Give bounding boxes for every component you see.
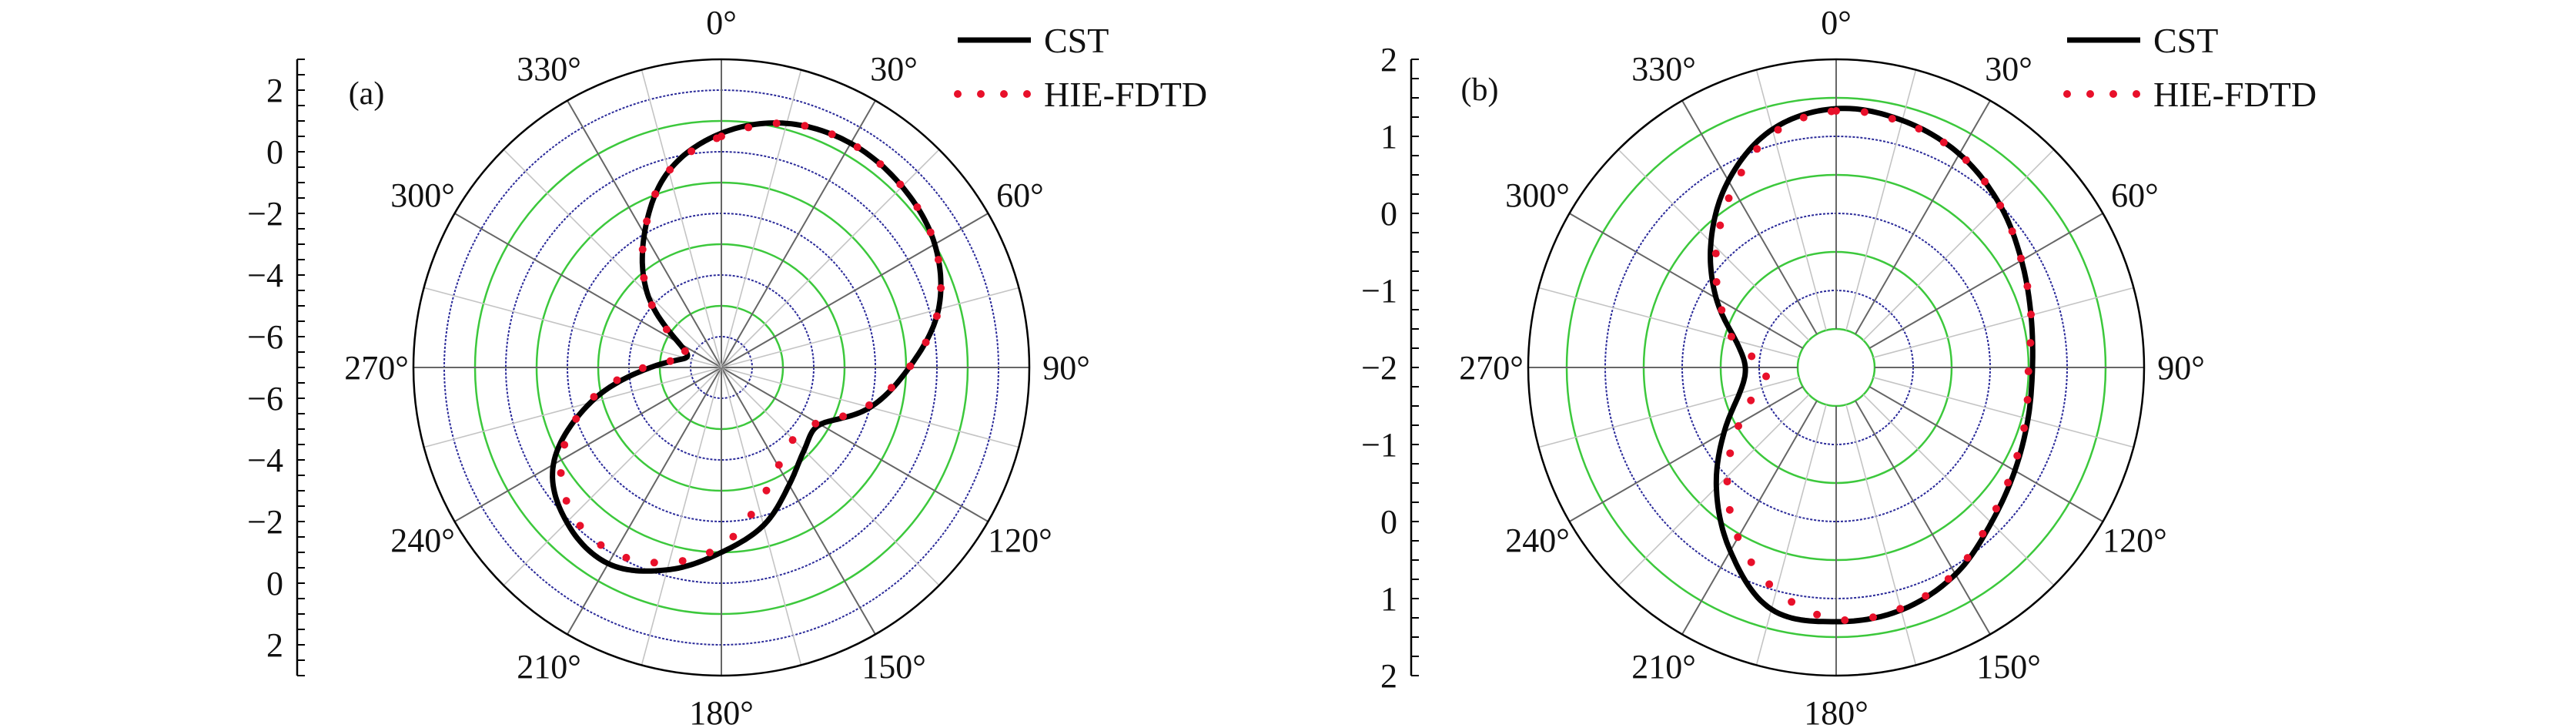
spoke-minor — [1618, 394, 1810, 586]
spoke-minor — [1862, 149, 2055, 341]
spoke-minor — [1755, 69, 1827, 330]
legend: CST HIE-FDTD — [2063, 21, 2317, 114]
angle-tick-label: 300° — [390, 176, 455, 214]
spoke-major — [567, 367, 722, 635]
radial-tick-label: 2 — [266, 626, 283, 664]
panel-label: (a) — [349, 76, 385, 112]
angle-tick-label: 240° — [390, 522, 455, 559]
radial-tick-label: 2 — [1380, 41, 1397, 79]
spoke-major — [1868, 386, 2103, 522]
spoke-minor — [1618, 149, 1810, 341]
angle-tick-label: 210° — [517, 648, 581, 686]
angle-tick-label: 90° — [1042, 349, 1090, 387]
spoke-minor — [1755, 404, 1827, 666]
polar-panel-b: 0° 30° 60° 90° 120° 150° 180° 210° 240° 270° 300° 3… — [1361, 4, 2317, 728]
radial-tick-label: −4 — [247, 441, 283, 479]
spoke-minor — [641, 367, 722, 666]
spoke-major — [1681, 400, 1818, 635]
radial-tick-label: 0 — [266, 133, 283, 171]
spoke-minor — [1873, 287, 2134, 358]
spoke-major — [454, 367, 722, 522]
angle-tick-label: 330° — [1631, 50, 1696, 88]
spoke-major — [1569, 386, 1804, 522]
legend-label: HIE-FDTD — [2153, 75, 2317, 114]
spoke-minor — [721, 149, 940, 368]
polar-panel-a: 0° 30° 60° 90° 120° 150° 180° 210° 240° 270° 300° 3… — [247, 4, 1207, 728]
angle-tick-label: 240° — [1505, 522, 1570, 559]
radial-tick-label: 2 — [266, 72, 283, 109]
spoke-minor — [423, 367, 722, 448]
angle-tick-label: 120° — [988, 522, 1052, 559]
angle-tick-label: 270° — [344, 349, 409, 387]
radial-tick-label: 2 — [1380, 657, 1397, 695]
panel-label: (b) — [1461, 72, 1499, 108]
angle-tick-label: 0° — [706, 4, 737, 42]
radial-tick-label: 0 — [266, 565, 283, 602]
spoke-minor — [1845, 69, 1917, 330]
legend-label: CST — [1044, 21, 1109, 60]
spoke-major — [1569, 213, 1804, 349]
spoke-minor — [1862, 394, 2055, 586]
series-cst-curve — [550, 120, 944, 574]
radial-tick-label: −6 — [247, 318, 283, 356]
series-hie-fdtd-curve — [1711, 106, 2036, 625]
spoke-major — [721, 367, 876, 635]
angle-tick-label: 30° — [870, 50, 918, 88]
radial-tick-label: 1 — [1380, 580, 1397, 618]
spoke-minor — [721, 69, 802, 368]
radial-tick-label: −2 — [247, 503, 283, 541]
spoke-minor — [721, 367, 802, 666]
legend: CST HIE-FDTD — [954, 21, 1207, 114]
spoke-minor — [423, 287, 722, 368]
radial-tick-label: 0 — [1380, 195, 1397, 233]
outer-circle — [1527, 58, 2146, 677]
angle-tick-label: 300° — [1505, 176, 1570, 214]
radial-tick-label: −6 — [247, 380, 283, 418]
grid-ring — [1796, 327, 1876, 408]
angle-tick-label: 270° — [1459, 349, 1524, 387]
legend-label: HIE-FDTD — [1044, 75, 1207, 114]
spoke-major — [721, 100, 876, 368]
angle-tick-label: 180° — [689, 694, 754, 728]
spoke-minor — [641, 69, 722, 368]
radial-tick-label: 1 — [1380, 118, 1397, 156]
spoke-minor — [721, 287, 1019, 368]
spoke-major — [721, 213, 989, 368]
angle-tick-label: 150° — [861, 648, 926, 686]
spoke-major — [1855, 100, 1991, 335]
spoke-minor — [1873, 377, 2134, 448]
spoke-major — [1855, 400, 1991, 635]
radial-tick-label: −1 — [1361, 272, 1397, 310]
angle-tick-label: 0° — [1821, 4, 1852, 42]
radial-tick-label: −4 — [247, 257, 283, 294]
spoke-minor — [1845, 404, 1917, 666]
spoke-major — [1681, 100, 1818, 335]
angle-tick-label: 60° — [996, 176, 1044, 214]
spoke-major — [721, 367, 989, 522]
spoke-minor — [1538, 377, 1799, 448]
angle-tick-label: 120° — [2103, 522, 2167, 559]
angle-tick-label: 330° — [517, 50, 581, 88]
spoke-major — [1868, 213, 2103, 349]
spoke-minor — [1538, 287, 1799, 358]
angle-tick-label: 90° — [2157, 349, 2205, 387]
angle-tick-label: 30° — [1985, 50, 2032, 88]
radial-tick-label: −1 — [1361, 426, 1397, 464]
angle-tick-label: 210° — [1631, 648, 1696, 686]
angle-tick-label: 150° — [1976, 648, 2041, 686]
radial-tick-label: 0 — [1380, 503, 1397, 541]
legend-label: CST — [2153, 21, 2218, 60]
spoke-minor — [503, 367, 722, 586]
angle-tick-label: 180° — [1804, 694, 1868, 728]
radial-tick-label: −2 — [1361, 349, 1397, 387]
outer-circle — [412, 58, 1031, 677]
radial-tick-label: −2 — [247, 195, 283, 233]
angle-tick-label: 60° — [2111, 176, 2159, 214]
spoke-minor — [503, 149, 722, 368]
spoke-minor — [721, 367, 940, 586]
